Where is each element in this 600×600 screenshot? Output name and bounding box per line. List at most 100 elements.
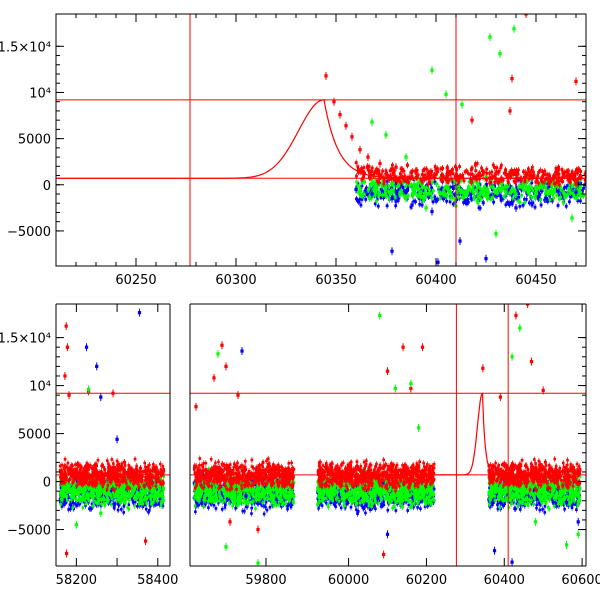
noise-point xyxy=(422,189,425,193)
noise-point xyxy=(522,183,526,186)
noise-point xyxy=(580,190,584,193)
noise-point xyxy=(122,499,125,503)
noise-point xyxy=(59,501,63,505)
noise-point xyxy=(141,492,145,496)
noise-point xyxy=(485,193,489,196)
noise-point xyxy=(113,495,116,499)
noise-point xyxy=(64,485,68,489)
noise-point xyxy=(109,484,112,487)
noise-point xyxy=(156,484,159,487)
noise-point xyxy=(403,174,407,178)
noise-point xyxy=(133,500,137,504)
noise-point xyxy=(387,189,391,193)
noise-point xyxy=(382,196,386,200)
data-point-10 xyxy=(434,173,438,177)
noise-point xyxy=(496,191,500,195)
noise-point xyxy=(356,165,360,169)
noise-point xyxy=(78,491,81,494)
noise-point xyxy=(102,487,106,491)
noise-point xyxy=(437,190,441,194)
noise-point xyxy=(485,197,489,201)
noise-point xyxy=(518,200,522,204)
noise-point xyxy=(465,202,469,206)
noise-point xyxy=(418,202,422,206)
noise-point xyxy=(360,177,364,181)
noise-point xyxy=(375,179,379,183)
noise-point xyxy=(93,500,97,503)
noise-point xyxy=(489,181,493,184)
noise-point xyxy=(150,495,153,499)
noise-point xyxy=(556,184,559,188)
noise-point xyxy=(450,193,453,196)
noise-point xyxy=(69,501,73,504)
noise-point xyxy=(140,500,143,504)
noise-point xyxy=(74,501,78,505)
noise-point xyxy=(522,188,526,192)
data-point-17 xyxy=(574,182,578,186)
noise-point xyxy=(355,198,359,202)
noise-point xyxy=(549,179,553,183)
noise-point xyxy=(425,175,429,179)
noise-point xyxy=(437,185,441,189)
noise-point xyxy=(66,499,69,502)
noise-point xyxy=(573,174,577,178)
noise-point xyxy=(433,195,437,199)
noise-point xyxy=(76,487,80,491)
noise-point xyxy=(545,181,549,185)
noise-point xyxy=(428,180,431,184)
noise-point xyxy=(563,170,567,174)
noise-point xyxy=(123,490,126,494)
noise-point xyxy=(60,493,64,496)
data-point-3 xyxy=(430,68,434,72)
noise-point xyxy=(122,505,126,508)
noise-point xyxy=(359,193,363,197)
noise-point xyxy=(474,163,477,167)
noise-point xyxy=(568,200,571,204)
noise-point xyxy=(498,191,502,195)
noise-point xyxy=(68,503,72,507)
noise-point xyxy=(70,493,74,496)
noise-point xyxy=(582,186,585,190)
noise-point xyxy=(138,501,141,504)
noise-point xyxy=(475,181,479,185)
noise-point xyxy=(431,189,435,193)
noise-point xyxy=(423,192,426,195)
noise-point xyxy=(459,187,463,190)
noise-point xyxy=(562,201,565,205)
noise-point xyxy=(91,489,95,493)
noise-point xyxy=(431,200,435,204)
noise-point xyxy=(543,169,547,173)
noise-point xyxy=(427,192,431,196)
noise-point xyxy=(79,492,83,495)
noise-point xyxy=(481,188,485,192)
noise-point xyxy=(506,185,509,189)
noise-point xyxy=(115,495,119,498)
noise-point xyxy=(391,180,395,184)
top-noise-cloud xyxy=(354,159,586,212)
noise-point xyxy=(109,490,112,493)
noise-point xyxy=(573,195,576,199)
noise-point xyxy=(485,182,488,186)
noise-point xyxy=(480,169,484,173)
noise-point xyxy=(394,192,398,195)
noise-point xyxy=(87,490,91,494)
noise-point xyxy=(478,191,482,195)
noise-point xyxy=(123,493,127,497)
noise-point xyxy=(507,181,510,185)
noise-point xyxy=(424,193,428,196)
noise-point xyxy=(133,504,136,508)
noise-point xyxy=(391,191,395,194)
noise-point xyxy=(501,178,505,182)
noise-point xyxy=(470,180,474,184)
noise-point xyxy=(91,504,95,508)
series-1 xyxy=(370,24,574,238)
noise-point xyxy=(379,187,383,191)
noise-point xyxy=(368,193,372,197)
noise-point xyxy=(158,503,161,506)
noise-point xyxy=(567,189,571,192)
noise-point xyxy=(162,475,166,478)
noise-point xyxy=(466,199,469,202)
noise-point xyxy=(470,197,474,201)
noise-point xyxy=(68,488,72,492)
